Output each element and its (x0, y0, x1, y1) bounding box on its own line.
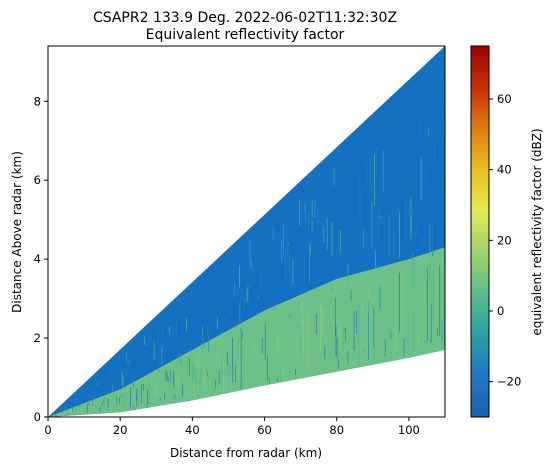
colorbar-axis: −20 0 20 40 60 (489, 92, 521, 389)
x-axis-label: Distance from radar (km) (170, 446, 322, 460)
y-axis-label: Distance Above radar (km) (10, 151, 24, 313)
y-tick-label: 0 (34, 410, 41, 424)
x-tick-label: 0 (44, 423, 51, 437)
x-tick-label: 60 (257, 423, 272, 437)
colorbar-label: equivalent reflectivity factor (dBZ) (530, 128, 544, 335)
echo-layer-region (48, 247, 445, 417)
colorbar-tick-label: 20 (497, 233, 512, 247)
x-axis: 0 20 40 60 80 100 (44, 417, 420, 437)
colorbar-tick-label: 60 (497, 92, 512, 106)
reflectivity-field (48, 46, 445, 417)
chart-title: CSAPR2 133.9 Deg. 2022-06-02T11:32:30Z (93, 10, 397, 26)
colorbar-tick-label: −20 (497, 375, 521, 389)
y-tick-label: 6 (34, 173, 41, 187)
x-tick-label: 100 (398, 423, 420, 437)
y-tick-label: 2 (34, 331, 41, 345)
y-tick-label: 8 (34, 94, 41, 108)
x-tick-label: 20 (113, 423, 128, 437)
colorbar-tick-label: 40 (497, 163, 512, 177)
plot-area-frame (47, 45, 446, 418)
y-axis: 0 2 4 6 8 (34, 94, 48, 424)
colorbar-tick-label: 0 (497, 304, 504, 318)
colorbar (470, 45, 490, 418)
x-tick-label: 80 (329, 423, 344, 437)
x-tick-label: 40 (185, 423, 200, 437)
y-tick-label: 4 (34, 252, 41, 266)
chart-subtitle: Equivalent reflectivity factor (146, 27, 345, 43)
